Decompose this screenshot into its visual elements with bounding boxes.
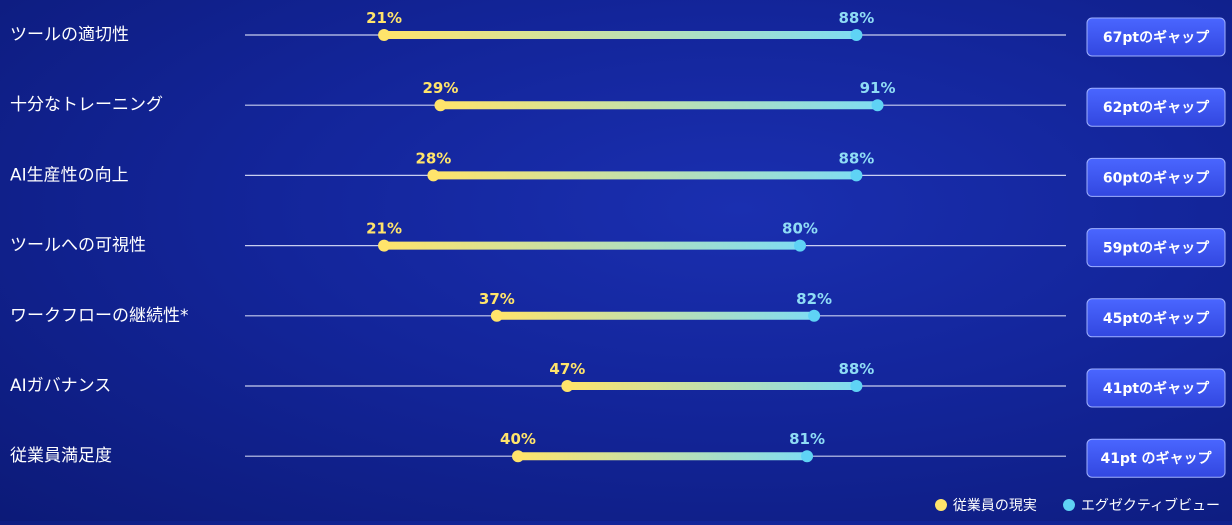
- gap-badge: [1086, 298, 1226, 338]
- employee-point: [427, 169, 440, 182]
- gap-badge-label: 62ptのギャップ: [1103, 99, 1210, 116]
- executive-value-label: 80%: [782, 220, 818, 238]
- gap-badge-label: 60ptのギャップ: [1103, 169, 1210, 186]
- gap-badge: [1086, 438, 1226, 478]
- executive-value-label: 88%: [838, 149, 874, 167]
- executive-point: [850, 29, 863, 41]
- gap-badge: [1086, 17, 1226, 57]
- executive-value-label: 91%: [860, 79, 896, 97]
- chart-row: 十分なトレーニング 29% 91% 62ptのギャップ: [10, 79, 1226, 127]
- gap-bar: [518, 452, 808, 461]
- executive-point: [808, 309, 821, 322]
- legend-item-employee: 従業員の現実: [934, 495, 1037, 515]
- employee-value-label: 40%: [500, 430, 536, 448]
- chart-row: AIガバナンス 47% 88% 41ptのギャップ: [10, 360, 1226, 408]
- employee-value-label: 28%: [415, 149, 451, 167]
- employee-point: [378, 29, 391, 41]
- gap-badge: [1086, 368, 1226, 408]
- legend-dot-employee: [934, 499, 947, 511]
- executive-value-label: 88%: [838, 9, 874, 27]
- category-label: AIガバナンス: [10, 376, 111, 396]
- executive-point: [794, 239, 806, 252]
- executive-value-label: 88%: [838, 360, 874, 378]
- gap-badge-label: 59ptのギャップ: [1103, 240, 1210, 257]
- executive-point: [801, 450, 814, 463]
- employee-point: [561, 380, 574, 392]
- chart-row: 従業員満足度 40% 81% 41pt のギャップ: [10, 430, 1226, 478]
- gap-badge-label: 41pt のギャップ: [1100, 450, 1212, 467]
- employee-value-label: 21%: [366, 220, 402, 238]
- gap-bar: [567, 382, 857, 390]
- executive-value-label: 82%: [796, 290, 832, 308]
- employee-point: [512, 450, 524, 463]
- gap-badge-label: 41ptのギャップ: [1103, 380, 1210, 397]
- chart-row: ツールの適切性 21% 88% 67ptのギャップ: [10, 9, 1226, 57]
- gap-badge: [1086, 228, 1226, 268]
- employee-value-label: 37%: [479, 290, 515, 308]
- employee-value-label: 29%: [422, 79, 458, 97]
- legend-item-executive: エグゼクティブビュー: [1062, 495, 1220, 515]
- category-label: ツールの適切性: [10, 25, 129, 45]
- employee-point: [378, 239, 391, 252]
- legend-label-executive: エグゼクティブビュー: [1080, 498, 1220, 514]
- gap-bar: [384, 31, 857, 39]
- category-label: ワークフローの継続性*: [10, 306, 189, 326]
- chart-row: ワークフローの継続性* 37% 82% 45ptのギャップ: [10, 290, 1226, 338]
- gap-badge-label: 67ptのギャップ: [1103, 29, 1210, 46]
- gap-bar: [496, 311, 815, 320]
- chart-legend: 従業員の現実 エグゼクティブビュー: [934, 495, 1220, 515]
- category-label: 十分なトレーニング: [10, 95, 163, 115]
- gap-badge: [1086, 87, 1226, 127]
- employee-value-label: 21%: [366, 9, 402, 27]
- gap-badge-label: 45ptのギャップ: [1103, 310, 1210, 327]
- category-label: ツールへの可視性: [10, 236, 146, 256]
- category-label: AI生産性の向上: [10, 165, 129, 185]
- gap-badge: [1086, 157, 1226, 197]
- employee-value-label: 47%: [549, 360, 585, 378]
- executive-point: [850, 169, 863, 182]
- gap-bar: [440, 101, 878, 110]
- employee-point: [434, 99, 447, 112]
- chart-row: AI生産性の向上 28% 88% 60ptのギャップ: [10, 149, 1226, 197]
- gap-bar: [384, 241, 800, 250]
- legend-dot-executive: [1062, 499, 1075, 511]
- legend-label-employee: 従業員の現実: [952, 498, 1037, 514]
- category-label: 従業員満足度: [10, 446, 112, 466]
- executive-point: [850, 380, 863, 392]
- chart-row: ツールへの可視性 21% 80% 59ptのギャップ: [10, 220, 1226, 268]
- gap-bar: [433, 171, 857, 180]
- executive-point: [871, 99, 884, 112]
- executive-value-label: 81%: [789, 430, 825, 448]
- employee-point: [490, 309, 503, 322]
